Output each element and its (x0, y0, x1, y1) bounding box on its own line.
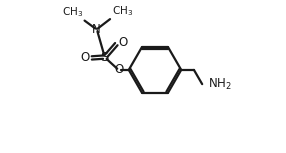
Text: CH$_3$: CH$_3$ (62, 6, 83, 19)
Text: O: O (114, 63, 124, 76)
Text: NH$_2$: NH$_2$ (208, 77, 232, 92)
Text: O: O (80, 51, 89, 64)
Text: CH$_3$: CH$_3$ (112, 4, 133, 18)
Text: N: N (92, 23, 101, 36)
Text: S: S (101, 51, 109, 64)
Text: O: O (119, 36, 128, 49)
